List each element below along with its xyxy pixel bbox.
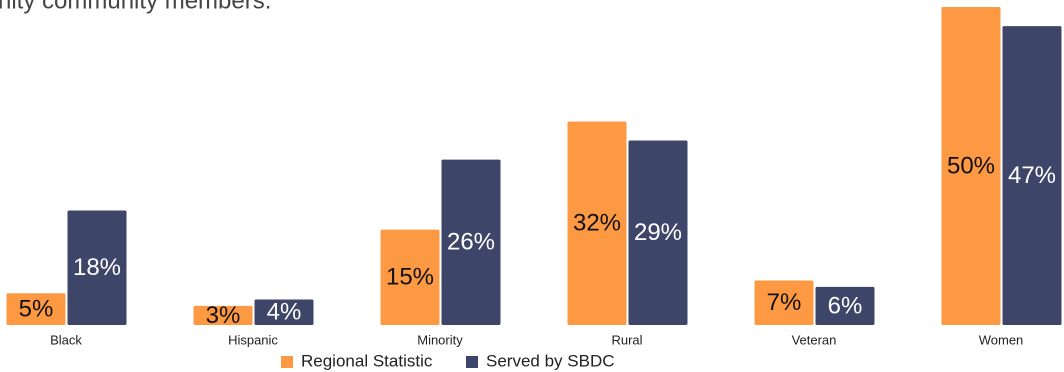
value-label: 6%: [828, 292, 863, 319]
value-label: 47%: [1008, 162, 1056, 189]
bar: [567, 121, 627, 325]
x-tick-label: Minority: [417, 332, 463, 347]
bar: [254, 299, 314, 325]
value-label: 18%: [73, 254, 121, 281]
x-tick-label: Women: [979, 332, 1024, 347]
chart-subtitle: nity community members.: [0, 0, 271, 14]
x-tick-label: Black: [50, 332, 82, 347]
bar: [67, 210, 127, 325]
value-label: 26%: [447, 229, 495, 256]
x-tick-label: Hispanic: [228, 332, 278, 347]
bar: [754, 280, 814, 325]
value-label: 3%: [206, 302, 241, 329]
value-label: 4%: [267, 299, 302, 326]
bar: [441, 159, 501, 325]
legend-swatch: [281, 356, 293, 368]
legend-swatch: [466, 356, 478, 368]
legend-label: Served by SBDC: [486, 351, 615, 370]
x-tick-label: Rural: [611, 332, 642, 347]
bar: [941, 7, 1001, 325]
value-label: 7%: [767, 289, 802, 316]
bar: [380, 229, 440, 325]
bar: [815, 286, 875, 325]
value-label: 32%: [573, 210, 621, 237]
value-label: 29%: [634, 219, 682, 246]
value-label: 50%: [947, 152, 995, 179]
bar: [193, 305, 253, 325]
legend-label: Regional Statistic: [301, 351, 433, 370]
value-label: 5%: [19, 295, 54, 322]
value-label: 15%: [386, 264, 434, 291]
bar: [1002, 26, 1062, 326]
x-tick-label: Veteran: [792, 332, 837, 347]
bar: [6, 293, 66, 325]
bar: [628, 140, 688, 325]
